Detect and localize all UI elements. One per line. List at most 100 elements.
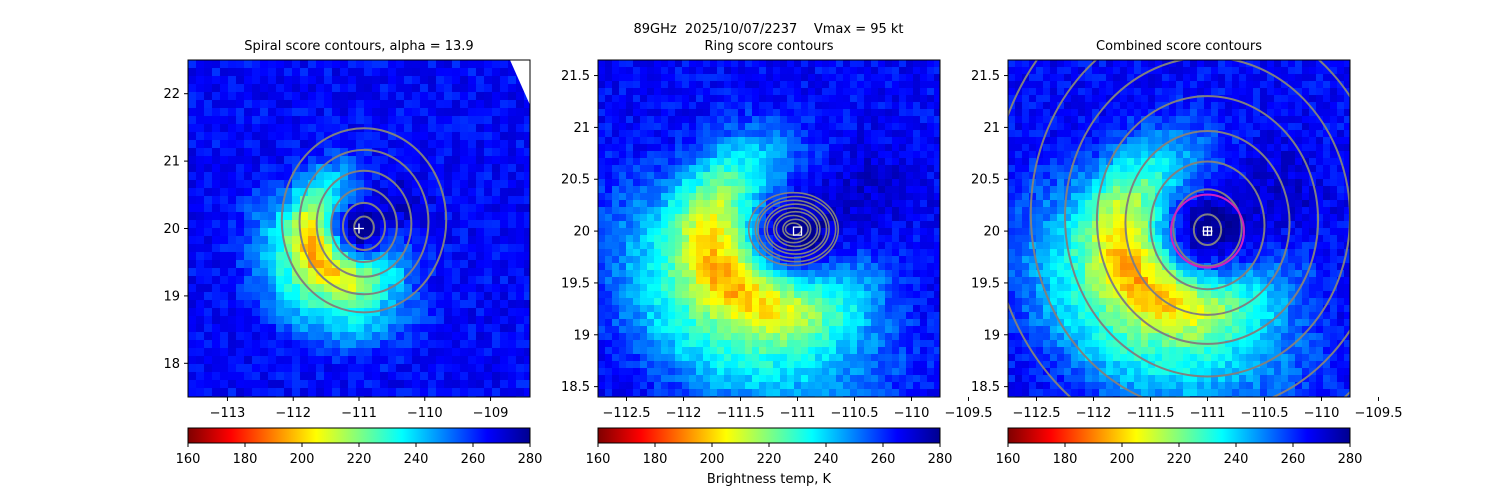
figure-canvas: −113 −112 −111 −110 −109 18 19 20 21 22 160 180 200 2… [163, 59, 1403, 467]
colorbar-2 [597, 427, 941, 444]
score-contour [1124, 129, 1291, 316]
score-contour [315, 169, 413, 278]
score-contours-3 [1008, 60, 1350, 397]
x-tick-label: −110.5 [830, 406, 878, 421]
brightness-field-3 [1008, 60, 1350, 397]
ring-score-contour [772, 210, 819, 248]
y-tick-label: 22 [163, 87, 180, 102]
y-tick-label: 21.5 [561, 69, 590, 84]
y-tick-label: 19 [983, 328, 1000, 343]
colorbar-1 [187, 427, 531, 444]
y-tick-label: 20 [573, 225, 590, 240]
x-tick-label: −112 [275, 406, 311, 421]
x-tick-label: −110.5 [1240, 406, 1288, 421]
colorbar-tick-label: 260 [871, 452, 896, 467]
brightness-field-1 [188, 60, 530, 397]
x-tick-label: −111.5 [1126, 406, 1174, 421]
figure-suptitle: 89GHz 2025/10/07/2237 Vmax = 95 kt [633, 22, 904, 37]
x-tick-label: −111 [1190, 406, 1226, 421]
x-tick-label: −111 [341, 406, 377, 421]
y-tick-label: 18 [163, 357, 180, 372]
panel-2-title: Ring score contours [704, 39, 834, 54]
colorbar-tick-label: 240 [404, 452, 429, 467]
y-tick-label: 19 [573, 328, 590, 343]
axes-frame-3 [1007, 59, 1351, 398]
y-tick-label: 19 [163, 289, 180, 304]
y-tick-label: 20.5 [971, 173, 1000, 188]
x-tick-label: −110 [1304, 406, 1340, 421]
colorbar-3 [1007, 427, 1351, 444]
score-contour [1064, 60, 1350, 378]
colorbar-tick-label: 260 [1281, 452, 1306, 467]
brightness-field-2 [598, 60, 940, 397]
x-tick-label: −113 [210, 406, 246, 421]
colorbar-tick-label: 240 [1224, 452, 1249, 467]
panel-2: −112.5 −112 −111.5 −111 −110.5 −110 −109.5 18.5… [561, 59, 993, 467]
colorbar-tick-label: 220 [757, 452, 782, 467]
score-contour [1149, 160, 1266, 291]
colorbar-tick-label: 280 [928, 452, 953, 467]
score-contour [1029, 60, 1350, 397]
colorbar-tick-label: 280 [518, 452, 543, 467]
center-marker-3 [1202, 226, 1213, 237]
y-tick-label: 21.5 [971, 69, 1000, 84]
x-tick-label: −112 [1076, 406, 1112, 421]
colorbar-tick-label: 280 [1338, 452, 1363, 467]
colorbar-tick-label: 200 [700, 452, 725, 467]
ring-score-contour [763, 203, 828, 255]
y-tick-label: 18.5 [561, 380, 590, 395]
y-tick-label: 21 [573, 121, 590, 136]
score-contour [1192, 213, 1223, 247]
score-contour [341, 201, 387, 251]
x-tick-label: −112.5 [602, 406, 650, 421]
x-tick-label: −111.5 [716, 406, 764, 421]
x-tick-label: −112 [666, 406, 702, 421]
colorbar-tick-label: 180 [233, 452, 258, 467]
ring-score-contour [757, 199, 830, 259]
score-contours-2 [747, 191, 840, 267]
colorbar-tick-label: 220 [1167, 452, 1192, 467]
colorbar-label: Brightness temp, K [706, 472, 832, 487]
ring-score-contour [754, 195, 837, 263]
score-contour [298, 148, 430, 296]
y-tick-label: 19.5 [971, 276, 1000, 291]
x-tick-label: −109 [473, 406, 509, 421]
panel-3-title: Combined score contours [1096, 39, 1262, 54]
y-tick-label: 21 [983, 121, 1000, 136]
y-tick-label: 20 [163, 222, 180, 237]
colorbar-tick-label: 200 [1110, 452, 1135, 467]
ring-score-contour [782, 218, 809, 240]
colorbar-tick-label: 240 [814, 452, 839, 467]
axes-frame-2 [597, 59, 941, 398]
x-tick-label: −111 [780, 406, 816, 421]
y-tick-label: 18.5 [971, 380, 1000, 395]
center-marker-1 [354, 223, 364, 234]
y-tick-label: 20 [983, 225, 1000, 240]
colorbar-tick-label: 160 [176, 452, 201, 467]
score-contour [1172, 188, 1243, 267]
panel-3: −112.5 −112 −111.5 −111 −110.5 −110 −109.5 18.5… [971, 59, 1403, 467]
colorbar-tick-label: 260 [461, 452, 486, 467]
ring-score-contour [747, 191, 840, 267]
x-tick-label: −110 [894, 406, 930, 421]
score-contours-1 [280, 127, 448, 314]
x-tick-label: −109.5 [944, 406, 992, 421]
y-tick-label: 20.5 [561, 173, 590, 188]
colorbar-tick-label: 200 [290, 452, 315, 467]
x-tick-label: −110 [407, 406, 443, 421]
x-tick-label: −112.5 [1012, 406, 1060, 421]
colorbar-tick-label: 160 [586, 452, 611, 467]
panel-1: −113 −112 −111 −110 −109 18 19 20 21 22 160 180 200 2… [163, 59, 543, 467]
y-tick-label: 19.5 [561, 276, 590, 291]
score-contour [1095, 95, 1320, 345]
colorbar-tick-label: 180 [1053, 452, 1078, 467]
ring-score-contour [775, 214, 812, 244]
y-tick-label: 21 [163, 155, 180, 170]
eye-radius-circle [1170, 193, 1245, 269]
panel-1-title: Spiral score contours, alpha = 13.9 [244, 39, 474, 54]
ring-score-contour [766, 207, 821, 252]
missing-data-wedge [510, 60, 530, 105]
colorbar-tick-label: 160 [996, 452, 1021, 467]
x-tick-label: −109.5 [1354, 406, 1402, 421]
score-contour [330, 187, 398, 264]
